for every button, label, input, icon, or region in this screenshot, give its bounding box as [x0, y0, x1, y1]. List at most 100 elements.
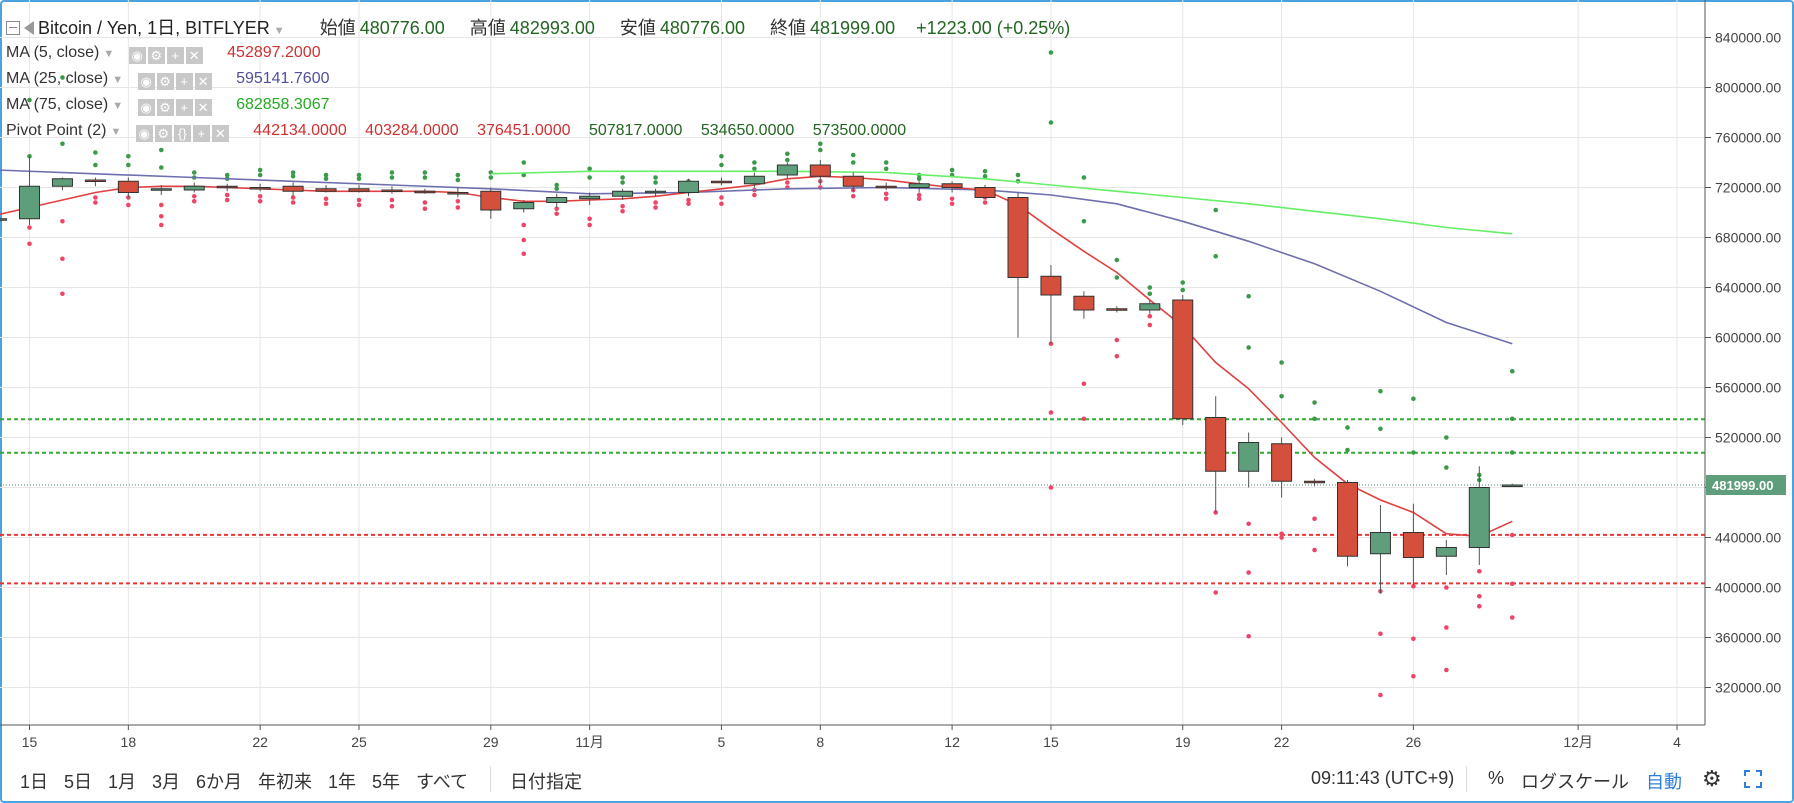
candle-up [19, 156, 40, 225]
range-3m-button[interactable]: 3月 [152, 772, 181, 792]
gear-icon[interactable]: ⚙ [154, 125, 172, 142]
pivot-dot-support [1378, 631, 1383, 637]
close-icon[interactable]: ✕ [194, 73, 212, 90]
range-1y-button[interactable]: 1年 [328, 772, 357, 792]
eye-icon[interactable]: ◉ [135, 125, 153, 142]
pivot-dot-resistance [356, 176, 362, 182]
eye-icon[interactable]: ◉ [128, 47, 146, 64]
y-tick-label: 600000.00 [1715, 330, 1781, 346]
pivot-dot-support [1114, 337, 1120, 343]
pivot-dot-resistance [1509, 368, 1515, 374]
pivot-dot-support [949, 196, 955, 202]
auto-scale-toggle[interactable]: 自動 [1646, 772, 1682, 792]
chevron-down-icon[interactable]: ▼ [112, 100, 124, 112]
pivot-dot-resistance [1246, 345, 1251, 350]
candle-body [216, 185, 238, 189]
ma25-legend: MA (25, close) ▼ ◉ ⚙ + ✕ 595141.7600 [6, 70, 348, 90]
candle-up [612, 188, 634, 200]
percent-toggle[interactable]: % [1488, 768, 1505, 788]
indicator-label[interactable]: MA (75, close) [6, 96, 109, 113]
chevron-down-icon[interactable]: ▼ [103, 48, 115, 60]
symbol-title[interactable]: Bitcoin / Yen, 1日, BITFLYER [38, 18, 270, 38]
candle-body [612, 190, 634, 197]
pivot-dot-resistance [982, 173, 988, 179]
indicator-label[interactable]: MA (5, close) [6, 44, 100, 61]
source-code-icon[interactable]: {} [173, 125, 191, 142]
pivot-dot-support [257, 198, 263, 204]
pivot-dot-resistance [27, 97, 32, 103]
pivot-dot-support [1048, 410, 1054, 415]
range-all-button[interactable]: すべて [416, 772, 469, 792]
candle-down [1402, 503, 1424, 585]
pivot-s3-value: 376451.0000 [477, 122, 571, 139]
candle-body [1040, 275, 1062, 296]
gear-icon[interactable]: ⚙ [1702, 766, 1722, 791]
price-chart[interactable]: 840000.00 800000.00 760000.00 720000.00 6800… [0, 0, 1794, 760]
pivot-dot-resistance [1114, 275, 1120, 280]
flag-icon[interactable] [24, 21, 34, 35]
gear-icon[interactable]: ⚙ [156, 99, 174, 116]
indicator-label[interactable]: MA (25, close) [6, 70, 109, 87]
pivot-legend: Pivot Point (2) ▼ ◉ ⚙{} + ✕ 442134.0000 4032… [6, 122, 906, 142]
close-icon[interactable]: ✕ [194, 99, 212, 116]
collapse-legend-icon[interactable] [6, 21, 20, 35]
chevron-down-icon[interactable]: ▼ [112, 74, 124, 86]
pivot-dot-support [620, 203, 625, 209]
gear-icon[interactable]: ⚙ [147, 47, 165, 64]
pivot-dot-resistance [1312, 416, 1317, 422]
range-5d-button[interactable]: 5日 [64, 772, 93, 792]
pivot-dot-resistance [1345, 425, 1350, 430]
plus-icon[interactable]: + [166, 47, 184, 64]
pivot-dot-support [422, 206, 428, 212]
pivot-dots-layer [27, 50, 1515, 698]
y-tick-label: 520000.00 [1715, 430, 1781, 446]
candle-up [1238, 432, 1260, 488]
pivot-dot-support [883, 196, 889, 202]
y-tick-label: 400000.00 [1715, 580, 1781, 596]
range-6m-button[interactable]: 6か月 [196, 772, 243, 792]
indicator-label[interactable]: Pivot Point (2) [6, 122, 107, 139]
candle-down [249, 183, 271, 192]
clock-time[interactable]: 09:11:43 (UTC+9) [1311, 768, 1455, 788]
plus-icon[interactable]: + [192, 125, 210, 142]
pivot-dot-support [455, 205, 461, 210]
eye-icon[interactable]: ◉ [137, 99, 155, 116]
pivot-dot-support [521, 222, 527, 228]
eye-icon[interactable]: ◉ [137, 73, 155, 90]
x-tick-label: 25 [351, 734, 367, 750]
goto-date-button[interactable]: 日付指定 [510, 772, 582, 792]
chevron-down-icon[interactable]: ▼ [273, 25, 285, 37]
candle-body [1073, 295, 1095, 311]
pivot-dot-support [653, 205, 658, 210]
candle-down [1007, 192, 1029, 338]
range-1d-button[interactable]: 1日 [20, 772, 49, 792]
pivot-dot-resistance [290, 170, 296, 175]
pivot-dot-support [60, 218, 65, 224]
range-ytd-button[interactable]: 年初来 [258, 772, 312, 792]
close-icon[interactable]: ✕ [185, 47, 203, 64]
candle-down [1304, 478, 1326, 487]
pivot-dot-support [554, 206, 559, 212]
fullscreen-icon[interactable] [1744, 770, 1762, 788]
pivot-dot-support [290, 195, 296, 200]
open-value: 480776.00 [359, 18, 445, 38]
range-5y-button[interactable]: 5年 [372, 772, 401, 792]
pivot-dot-resistance [1279, 360, 1284, 365]
close-icon[interactable]: ✕ [211, 125, 229, 142]
pivot-dot-resistance [1015, 172, 1021, 178]
candle-body [710, 180, 732, 184]
candle-body [84, 179, 106, 182]
range-1m-button[interactable]: 1月 [108, 772, 137, 792]
log-scale-toggle[interactable]: ログスケール [1521, 772, 1629, 792]
plus-icon[interactable]: + [175, 99, 193, 116]
pivot-dot-resistance [850, 160, 856, 165]
pivot-dot-support [554, 211, 559, 217]
candle-layer [0, 156, 1523, 594]
chevron-down-icon[interactable]: ▼ [110, 126, 122, 138]
pivot-dot-resistance [883, 166, 889, 172]
gear-icon[interactable]: ⚙ [156, 73, 174, 90]
plus-icon[interactable]: + [175, 73, 193, 90]
pivot-dot-resistance [982, 168, 988, 174]
pivot-dot-resistance [224, 172, 230, 178]
divider [1466, 766, 1467, 792]
